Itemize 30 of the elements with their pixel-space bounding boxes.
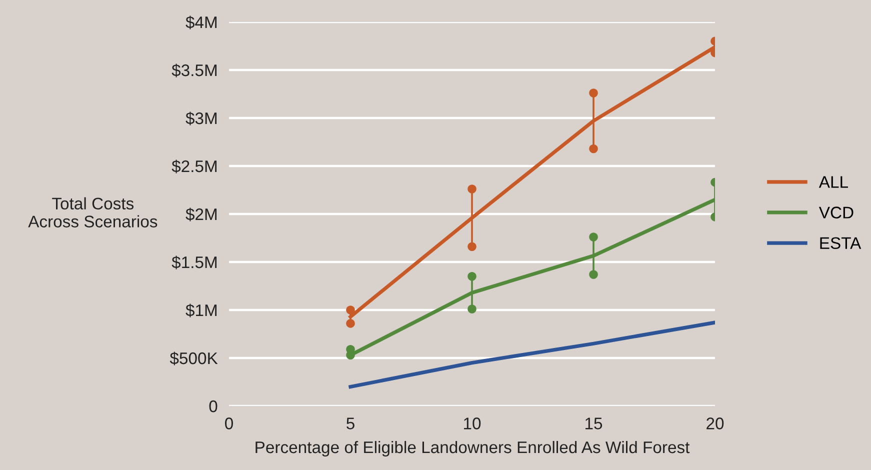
legend-label: ALL: [818, 176, 848, 188]
y-tick-label: $3M: [186, 112, 217, 126]
point: [589, 144, 598, 154]
point: [589, 232, 598, 242]
y-tick-label: $4M: [186, 16, 217, 30]
y-tick-label: $2M: [186, 208, 217, 222]
point: [468, 304, 476, 314]
y-tick-label: $1.5M: [172, 256, 217, 270]
point: [346, 319, 355, 328]
y-axis-title: Total Costs Across Scenarios: [28, 197, 158, 228]
point: [589, 88, 598, 98]
line-series: [348, 320, 715, 389]
y-tick-label: 0: [209, 400, 218, 412]
x-tick-label: 0: [225, 418, 233, 430]
point: [346, 306, 355, 314]
x-tick-label: 15: [586, 418, 602, 430]
point: [468, 242, 476, 252]
legend-label: ESTA: [820, 237, 862, 250]
y-tick-label: $1M: [186, 304, 217, 318]
legend-label: VCD: [818, 206, 854, 218]
point: [468, 184, 476, 194]
y-tick-label: $3.5M: [172, 64, 217, 78]
point: [468, 272, 476, 281]
y-tick-label: $2.5M: [172, 160, 217, 174]
x-tick-label: 5: [346, 418, 354, 430]
y-tick-label: $500K: [170, 352, 218, 366]
point: [589, 270, 598, 279]
x-tick-label: 20: [706, 418, 724, 430]
x-tick-label: 10: [464, 418, 481, 430]
x-axis-title: Percentage of Eligible Landowners Enrolled As Wild Forest: [256, 440, 690, 457]
